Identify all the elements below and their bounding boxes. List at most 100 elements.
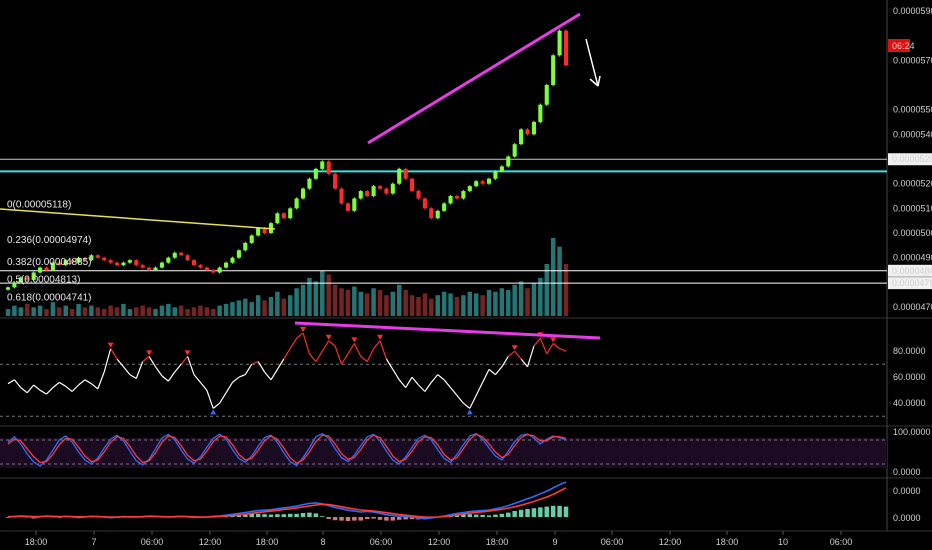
- oscillator-line-segment: [174, 363, 182, 373]
- candle-body: [211, 270, 216, 273]
- oscillator-line-segment: [533, 337, 541, 347]
- volume-bar: [525, 288, 530, 316]
- fib-trendline[interactable]: [0, 208, 276, 230]
- oscillator-line-segment: [437, 374, 445, 381]
- time-tick-label: 12:00: [428, 537, 451, 547]
- oscillator-line-segment: [52, 381, 60, 389]
- oscillator-line-segment: [135, 361, 144, 379]
- volume-bar: [377, 290, 383, 316]
- volume-bar: [44, 309, 49, 316]
- macd-tick-label: 0.0000: [893, 486, 921, 496]
- oscillator-line-segment: [411, 376, 419, 386]
- volume-bar: [255, 295, 261, 316]
- timer-badge-label: 06:24: [892, 41, 915, 51]
- macd-histogram-bar: [396, 517, 402, 520]
- candle-body: [557, 30, 562, 56]
- volume-bar: [506, 290, 511, 316]
- candle-body: [172, 252, 177, 258]
- time-tick-label: 18:00: [486, 537, 509, 547]
- candle-body: [403, 168, 408, 179]
- trendline-oscillator-upper[interactable]: [294, 321, 601, 340]
- candle-body: [371, 186, 376, 197]
- macd-histogram-bar: [473, 514, 479, 517]
- volume-bar: [371, 288, 376, 316]
- volume-bar: [101, 309, 107, 316]
- time-tick-label: 12:00: [659, 537, 682, 547]
- price-marker-label: 0.00004797: [892, 278, 932, 288]
- volume-bar: [422, 293, 428, 316]
- macd-histogram-bar: [499, 513, 505, 517]
- candle-body: [544, 84, 549, 105]
- candle-body: [102, 257, 107, 261]
- macd-histogram-bar: [409, 517, 415, 519]
- macd-histogram-bar: [300, 513, 306, 517]
- candle-body: [358, 191, 363, 199]
- candle-body: [140, 265, 145, 268]
- candle-body: [114, 262, 120, 266]
- candle-body: [230, 257, 235, 263]
- time-tick-label: 18:00: [716, 537, 739, 547]
- candle-body: [307, 178, 312, 189]
- volume-bar: [172, 307, 178, 316]
- volume-bar: [352, 286, 357, 316]
- price-tick-label: 0.00005000: [893, 228, 932, 238]
- oscillator-line-segment: [360, 355, 368, 363]
- oscillator-line-segment: [379, 340, 387, 360]
- oscillator-tick-label: 80.0000: [893, 346, 926, 356]
- oscillator-line-segment: [142, 355, 150, 363]
- volume-bar: [262, 300, 267, 316]
- oscillator-tick-label: 40.0000: [893, 398, 926, 408]
- oscillator-panel: [0, 327, 887, 417]
- price-marker-label: 0.00004847: [892, 266, 932, 276]
- candle-body: [95, 255, 100, 258]
- oscillator-line-segment: [276, 358, 285, 370]
- fib-level-label: 0.5(0.00004813): [7, 275, 80, 286]
- volume-bar: [76, 303, 81, 316]
- oscillator-line-segment: [187, 356, 195, 375]
- macd-histogram-bar: [326, 517, 331, 519]
- candle-body: [506, 156, 511, 167]
- oscillator-line-segment: [71, 384, 79, 392]
- volume-bar: [345, 290, 351, 316]
- oscillator-line-segment: [13, 379, 22, 388]
- candle-body: [300, 188, 306, 199]
- oscillator-line-segment: [405, 376, 413, 388]
- volume-bar: [441, 291, 447, 316]
- oscillator-peak-marker: [107, 342, 114, 348]
- time-tick-label: 18:00: [256, 537, 279, 547]
- candle-body: [435, 210, 440, 219]
- oscillator-line-segment: [456, 395, 464, 404]
- volume-bar: [390, 291, 396, 316]
- price-tick-label: 0.00005100: [893, 203, 932, 213]
- price-tick-label: 0.00005900: [893, 6, 932, 16]
- candle-body: [345, 203, 350, 211]
- volume-bar: [326, 274, 331, 316]
- oscillator-line-segment: [450, 387, 458, 396]
- time-tick-label: 9: [552, 537, 557, 547]
- candle-body: [499, 166, 504, 172]
- volume-bar: [12, 305, 17, 316]
- oscillator-line-segment: [501, 356, 509, 368]
- oscillator-line-segment: [385, 358, 394, 370]
- oscillator-line-segment: [514, 350, 522, 360]
- candle-body: [243, 242, 248, 251]
- volume-bar: [454, 296, 460, 316]
- time-tick-label: 06:00: [830, 537, 853, 547]
- oscillator-line-segment: [39, 389, 47, 395]
- oscillator-line-segment: [424, 382, 432, 392]
- volume-bar: [204, 307, 210, 316]
- candle-body: [275, 213, 280, 224]
- oscillator-line-segment: [430, 374, 439, 383]
- candle-body: [147, 267, 152, 271]
- volume-bar: [50, 302, 56, 316]
- trendline-price-upper[interactable]: [367, 12, 581, 145]
- volume-bar: [236, 300, 242, 316]
- macd-histogram-bar: [275, 514, 280, 517]
- macd-histogram-bar: [480, 515, 485, 517]
- macd-histogram-bar: [287, 513, 293, 517]
- oscillator-line-segment: [347, 343, 355, 355]
- volume-bar: [384, 295, 389, 316]
- oscillator-line-segment: [398, 379, 407, 388]
- macd-histogram-bar: [544, 506, 550, 517]
